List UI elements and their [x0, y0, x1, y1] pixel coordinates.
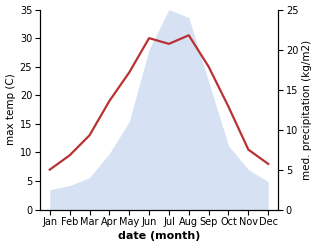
X-axis label: date (month): date (month): [118, 231, 200, 242]
Y-axis label: max temp (C): max temp (C): [5, 74, 16, 145]
Y-axis label: med. precipitation (kg/m2): med. precipitation (kg/m2): [302, 40, 313, 180]
